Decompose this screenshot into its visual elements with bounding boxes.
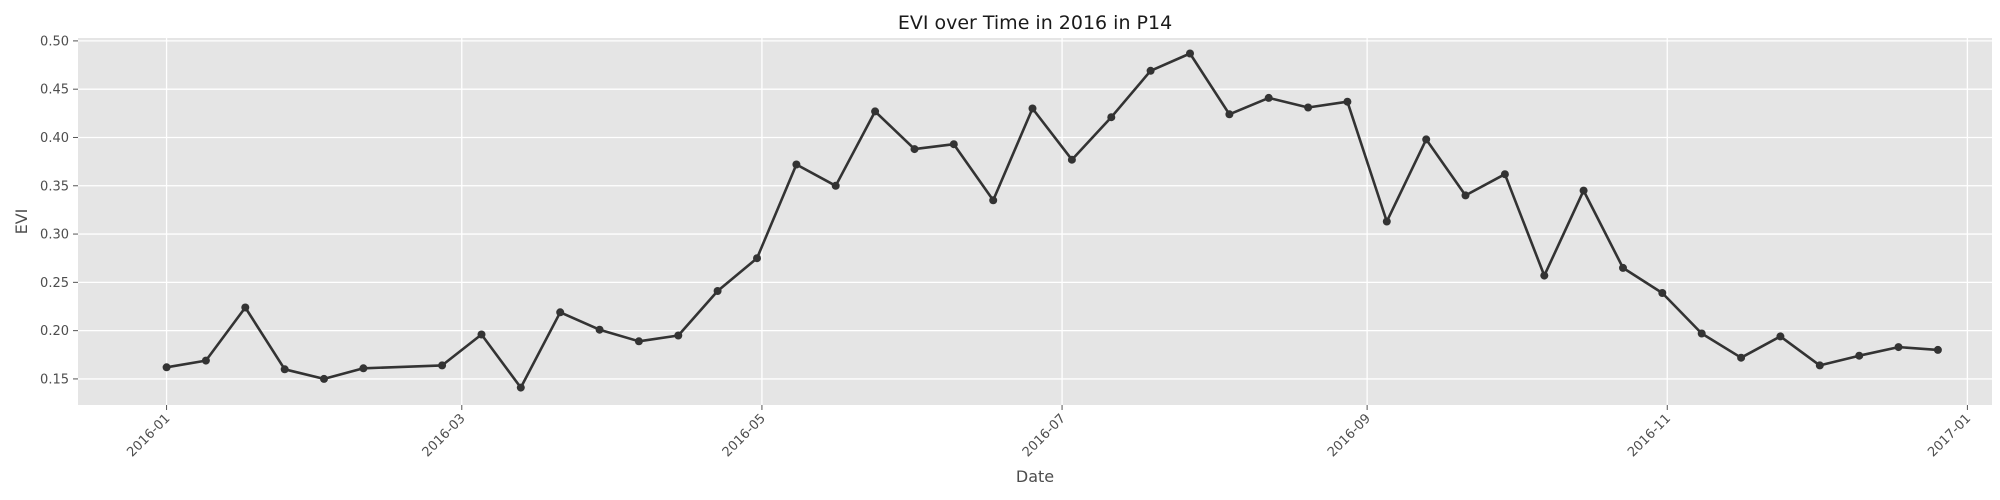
x-tick-label: 2016-09 — [1325, 411, 1374, 460]
x-tick-label: 2016-05 — [720, 411, 769, 460]
data-point — [1855, 351, 1864, 360]
data-point — [1697, 329, 1706, 338]
data-point — [201, 356, 210, 365]
y-tick-label: 0.25 — [40, 276, 69, 291]
data-point — [1500, 170, 1509, 179]
data-point — [1028, 104, 1037, 113]
data-point — [241, 303, 250, 312]
data-point — [556, 308, 565, 317]
x-tick-label: 2016-11 — [1625, 411, 1674, 460]
plot-area — [78, 38, 1992, 405]
data-point — [949, 140, 958, 149]
data-point — [753, 254, 761, 263]
data-point — [1461, 191, 1470, 200]
data-point — [634, 337, 643, 346]
data-point — [1186, 49, 1194, 58]
y-tick-label: 0.40 — [40, 131, 69, 146]
y-tick-label: 0.35 — [40, 179, 69, 194]
data-point — [1933, 345, 1942, 354]
data-point — [1146, 66, 1155, 75]
data-point — [1107, 113, 1116, 122]
data-point — [1658, 289, 1667, 297]
data-point — [831, 181, 840, 190]
data-point — [674, 331, 683, 340]
x-axis-label: Date — [1016, 467, 1054, 486]
data-point — [162, 363, 171, 372]
data-point — [1067, 155, 1076, 164]
data-point — [1264, 93, 1273, 102]
data-point — [713, 287, 722, 295]
data-point — [1737, 353, 1746, 362]
data-point — [1540, 271, 1549, 280]
data-point — [1382, 217, 1391, 226]
data-point — [1304, 103, 1313, 112]
gridlines — [78, 38, 1992, 405]
y-tick-label: 0.50 — [40, 34, 69, 49]
y-tick-label: 0.45 — [40, 83, 69, 98]
y-axis-label: EVI — [12, 209, 31, 235]
data-point — [516, 383, 525, 392]
x-tick-label: 2016-07 — [1020, 411, 1069, 460]
evi-data-points — [162, 49, 1942, 392]
data-point — [1225, 110, 1234, 119]
y-tick-label: 0.15 — [40, 372, 69, 387]
data-point — [280, 365, 289, 374]
data-point — [1619, 263, 1627, 272]
chart-title: EVI over Time in 2016 in P14 — [898, 12, 1172, 34]
data-point — [477, 330, 486, 339]
data-point — [1422, 135, 1431, 144]
x-tick-label: 2017-01 — [1925, 411, 1974, 460]
x-tick-label: 2016-01 — [124, 411, 173, 460]
data-point — [989, 196, 998, 205]
data-point — [438, 361, 447, 370]
y-tick-label: 0.20 — [40, 324, 69, 339]
data-point — [1776, 332, 1785, 341]
x-tick-label: 2016-03 — [420, 411, 469, 460]
y-tick-label: 0.30 — [40, 228, 69, 243]
data-point — [359, 364, 368, 373]
data-point — [595, 325, 604, 334]
data-point — [792, 160, 801, 169]
data-point — [871, 107, 880, 116]
data-point — [1815, 361, 1824, 370]
data-point — [320, 374, 328, 383]
data-point — [1343, 97, 1352, 106]
data-point — [1894, 343, 1903, 352]
data-point — [910, 145, 919, 154]
data-point — [1579, 186, 1588, 195]
